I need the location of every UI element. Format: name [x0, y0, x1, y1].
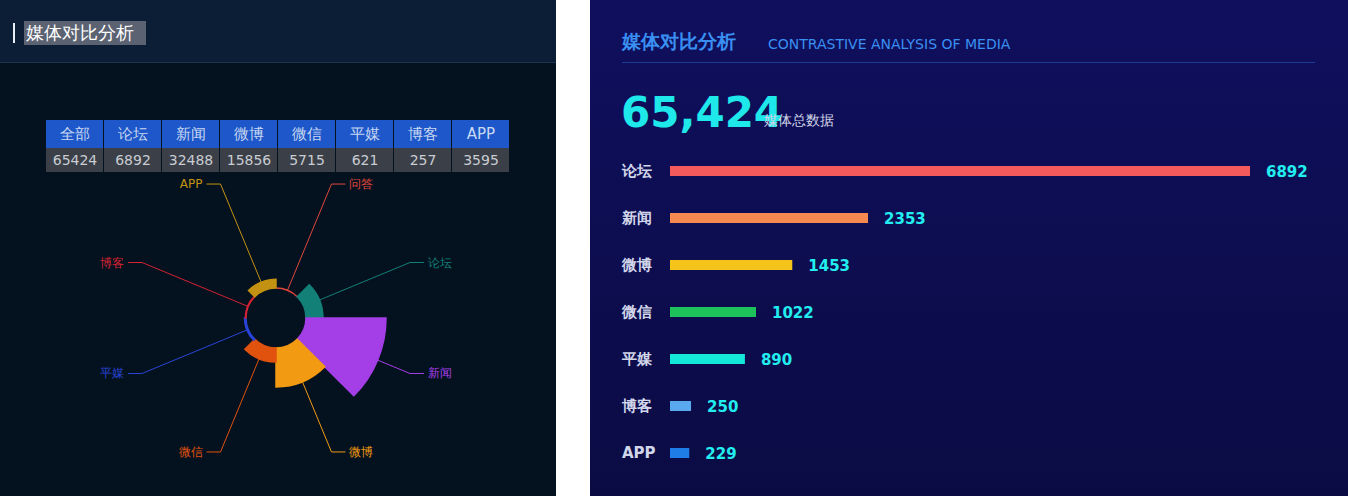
- table-cell: [220, 148, 277, 172]
- bar: [670, 260, 792, 270]
- rose-slice: [245, 339, 276, 362]
- category-label: 微博: [621, 256, 652, 274]
- rose-slice: [297, 285, 323, 318]
- rose-labels: 问答论坛新闻微博 微信 平媒 博客 APP: [100, 177, 452, 459]
- table-header-cell: [278, 120, 335, 148]
- table-header-cell: [452, 120, 509, 148]
- slice-label: 博客: [100, 256, 124, 270]
- rose-slices: [244, 279, 386, 396]
- total-number: 65,424: [621, 88, 783, 137]
- slice-label: 新闻: [428, 366, 452, 380]
- label-line: [207, 184, 262, 282]
- left-panel: 媒体对比分析全部论坛新闻微博微信平媒博客APP65424689232488158…: [0, 0, 556, 496]
- rose-slice: [245, 296, 254, 318]
- panel-title: 媒体对比分析: [621, 30, 736, 52]
- table-cell: [452, 148, 509, 172]
- table-header-cell: [104, 120, 161, 148]
- table-cell: [104, 148, 161, 172]
- table-cell: [162, 148, 219, 172]
- category-label: 平媒: [621, 350, 653, 368]
- panel-background: [590, 0, 1348, 496]
- table-header-text: 微信: [292, 125, 322, 143]
- table-header-text: 微博: [234, 125, 264, 143]
- category-label: 新闻: [621, 209, 652, 227]
- bars: [670, 166, 1250, 458]
- table-cell-text: 65424: [53, 152, 98, 168]
- data-label: 1022: [772, 304, 814, 322]
- table-cell-text: 621: [352, 152, 379, 168]
- right-panel: 媒体对比分析 CONTRASTIVE ANALYSIS OF MEDIA 65,42…: [590, 0, 1348, 496]
- table-cell-text: 5715: [289, 152, 325, 168]
- category-label: 博客: [621, 397, 652, 415]
- bar: [670, 448, 689, 458]
- bar: [670, 166, 1250, 176]
- rose-slice: [249, 279, 276, 297]
- category-label: 论坛: [621, 162, 652, 180]
- bar: [670, 401, 691, 411]
- table-header-text: 平媒: [350, 125, 380, 143]
- data-label: 890: [761, 351, 792, 369]
- title-highlight: [24, 21, 146, 45]
- category-label: APP: [622, 444, 656, 462]
- table-header-cell: [394, 120, 451, 148]
- table-cell-text: 6892: [115, 152, 151, 168]
- data-label: 229: [705, 445, 736, 463]
- label-line: [128, 263, 248, 307]
- label-line: [378, 360, 424, 373]
- data-label: 250: [707, 398, 738, 416]
- table-cell: [278, 148, 335, 172]
- bar: [670, 213, 868, 223]
- bar-labels: 论坛 6892 新闻 2353 微博 1453 微信 1022 平媒 890 博客 250 APP 229: [621, 162, 1308, 463]
- data-label: 1453: [808, 257, 850, 275]
- panel-subtitle: CONTRASTIVE ANALYSIS OF MEDIA: [768, 36, 1011, 52]
- title-accent: [13, 23, 15, 43]
- table-cell-text: 3595: [463, 152, 499, 168]
- table-cell: [394, 148, 451, 172]
- table-header-text: 论坛: [118, 125, 148, 143]
- label-line: [207, 359, 260, 452]
- slice-label: 问答: [349, 177, 373, 191]
- slice-label: 论坛: [428, 256, 452, 270]
- table-header-text: 全部: [60, 125, 90, 143]
- data-label: 6892: [1266, 163, 1308, 181]
- panel-background: [0, 0, 556, 496]
- category-label: 微信: [621, 303, 652, 321]
- label-line: [302, 382, 345, 452]
- rose-slice: [276, 288, 297, 297]
- table-header-text: 博客: [408, 125, 438, 143]
- table-cell-text: 257: [410, 152, 437, 168]
- table-header-cell: [336, 120, 393, 148]
- slice-label: 微博: [349, 445, 373, 459]
- table-cell: [336, 148, 393, 172]
- panel-title: 媒体对比分析: [26, 22, 134, 43]
- label-line: [287, 184, 345, 290]
- slice-label: 平媒: [100, 366, 124, 380]
- title-underline: [622, 62, 1315, 63]
- label-line: [128, 330, 247, 373]
- page: 媒体对比分析全部论坛新闻微博微信平媒博客APP65424689232488158…: [0, 0, 1348, 496]
- rose-slice: [244, 318, 254, 340]
- table-cell: [46, 148, 103, 172]
- table-header-text: 新闻: [176, 125, 206, 143]
- table-cell-text: 32488: [169, 152, 214, 168]
- table-cell-text: 15856: [227, 152, 272, 168]
- slice-label: 微信: [179, 445, 203, 459]
- bar: [670, 307, 756, 317]
- data-table: 全部 论坛 新闻 微博 微信 平媒 博客 APP 65424 6892 32488 15856 5715…: [46, 120, 509, 172]
- label-line: [319, 263, 424, 301]
- slice-label: APP: [180, 177, 203, 191]
- bar: [670, 354, 745, 364]
- table-header-text: APP: [467, 125, 495, 143]
- table-header-cell: [220, 120, 277, 148]
- table-header-cell: [46, 120, 103, 148]
- table-header-cell: [162, 120, 219, 148]
- data-label: 2353: [884, 210, 926, 228]
- rose-slice: [276, 339, 325, 387]
- total-caption: 媒体总数据: [764, 112, 834, 128]
- title-bar: [0, 0, 556, 62]
- title-bar-border: [0, 62, 556, 63]
